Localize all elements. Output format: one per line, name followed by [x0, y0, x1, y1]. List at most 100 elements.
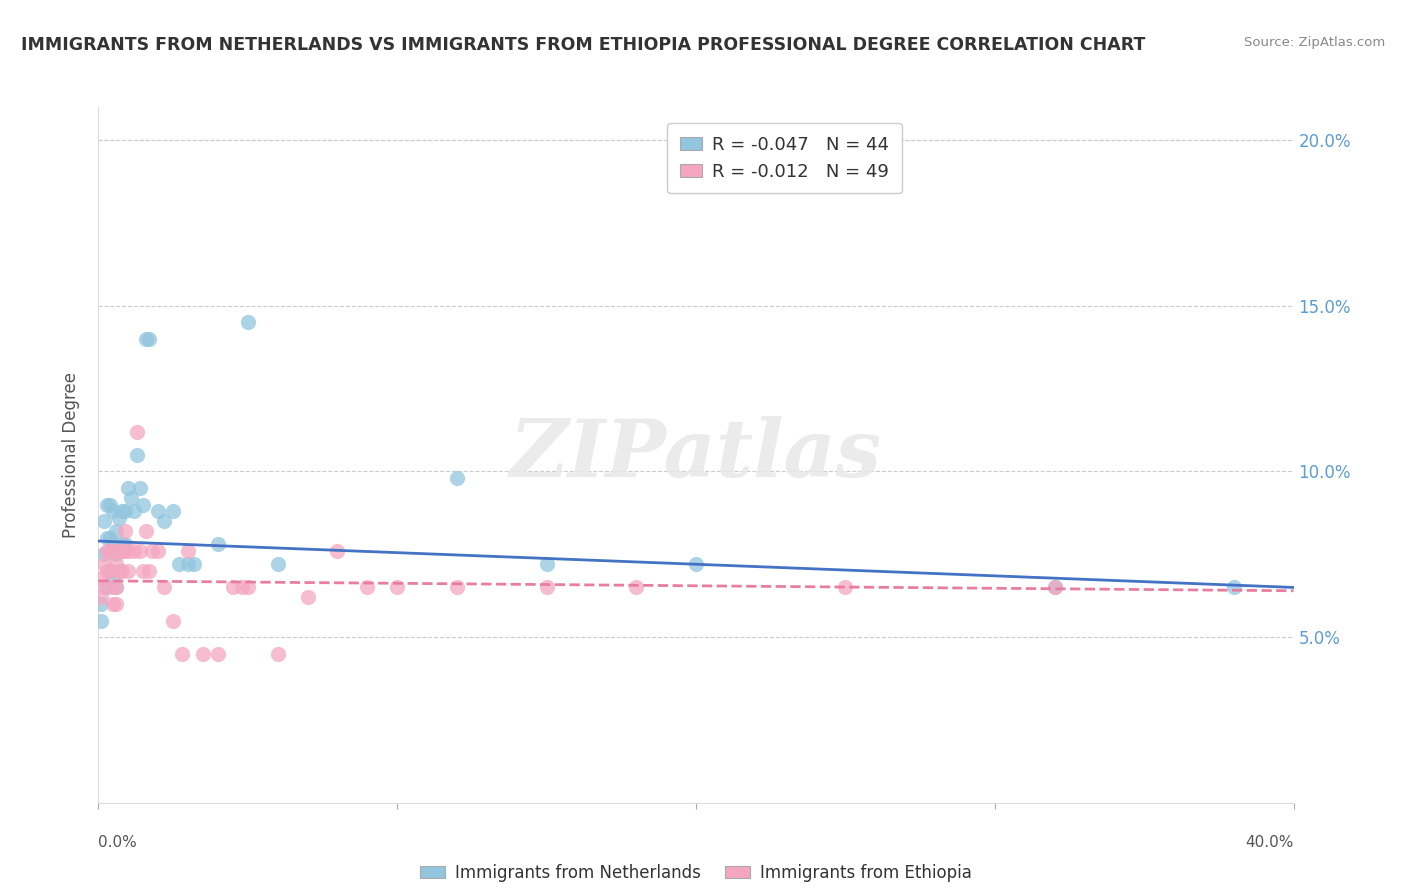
- Point: [267, 558, 290, 572]
- Point: [162, 614, 184, 628]
- Point: [132, 498, 155, 512]
- Point: [108, 564, 131, 578]
- Point: [103, 544, 125, 558]
- Point: [114, 524, 136, 538]
- Text: Source: ZipAtlas.com: Source: ZipAtlas.com: [1244, 36, 1385, 49]
- Point: [103, 537, 125, 551]
- Point: [834, 581, 856, 595]
- Point: [105, 558, 128, 572]
- Point: [93, 558, 115, 572]
- Point: [117, 481, 139, 495]
- Text: ZIPatlas: ZIPatlas: [510, 417, 882, 493]
- Point: [231, 581, 253, 595]
- Point: [191, 647, 214, 661]
- Point: [135, 332, 157, 346]
- Point: [111, 544, 134, 558]
- Point: [108, 544, 131, 558]
- Point: [297, 591, 319, 605]
- Point: [90, 570, 112, 584]
- Point: [267, 647, 290, 661]
- Text: 40.0%: 40.0%: [1246, 836, 1294, 850]
- Point: [103, 597, 125, 611]
- Point: [96, 531, 118, 545]
- Point: [105, 581, 128, 595]
- Point: [207, 537, 229, 551]
- Point: [117, 564, 139, 578]
- Point: [105, 597, 128, 611]
- Point: [100, 544, 122, 558]
- Point: [100, 564, 122, 578]
- Point: [90, 597, 112, 611]
- Point: [90, 591, 112, 605]
- Point: [153, 581, 176, 595]
- Point: [96, 544, 118, 558]
- Legend: Immigrants from Netherlands, Immigrants from Ethiopia: Immigrants from Netherlands, Immigrants …: [413, 857, 979, 888]
- Point: [111, 564, 134, 578]
- Point: [1043, 581, 1066, 595]
- Point: [90, 614, 112, 628]
- Point: [96, 498, 118, 512]
- Point: [93, 547, 115, 561]
- Point: [172, 647, 194, 661]
- Point: [1043, 581, 1066, 595]
- Point: [236, 581, 259, 595]
- Point: [148, 544, 170, 558]
- Point: [153, 514, 176, 528]
- Point: [177, 558, 200, 572]
- Point: [207, 647, 229, 661]
- Point: [129, 544, 152, 558]
- Point: [93, 581, 115, 595]
- Point: [108, 544, 131, 558]
- Text: IMMIGRANTS FROM NETHERLANDS VS IMMIGRANTS FROM ETHIOPIA PROFESSIONAL DEGREE CORR: IMMIGRANTS FROM NETHERLANDS VS IMMIGRANT…: [21, 36, 1146, 54]
- Point: [446, 581, 468, 595]
- Point: [103, 570, 125, 584]
- Point: [326, 544, 349, 558]
- Point: [100, 498, 122, 512]
- Point: [183, 558, 205, 572]
- Point: [1223, 581, 1246, 595]
- Point: [124, 504, 146, 518]
- Point: [127, 448, 149, 462]
- Point: [96, 581, 118, 595]
- Point: [162, 504, 184, 518]
- Point: [100, 531, 122, 545]
- Point: [93, 514, 115, 528]
- Point: [135, 524, 157, 538]
- Point: [111, 537, 134, 551]
- Point: [111, 504, 134, 518]
- Point: [103, 581, 125, 595]
- Point: [114, 504, 136, 518]
- Point: [105, 524, 128, 538]
- Text: 0.0%: 0.0%: [98, 836, 138, 850]
- Point: [105, 581, 128, 595]
- Point: [138, 332, 160, 346]
- Point: [105, 547, 128, 561]
- Point: [685, 558, 707, 572]
- Point: [177, 544, 200, 558]
- Point: [385, 581, 409, 595]
- Y-axis label: Professional Degree: Professional Degree: [62, 372, 80, 538]
- Point: [446, 471, 468, 485]
- Point: [96, 564, 118, 578]
- Point: [129, 481, 152, 495]
- Point: [167, 558, 190, 572]
- Point: [100, 564, 122, 578]
- Point: [138, 564, 160, 578]
- Point: [626, 581, 648, 595]
- Point: [141, 544, 163, 558]
- Point: [108, 511, 131, 525]
- Point: [124, 544, 146, 558]
- Point: [120, 491, 142, 505]
- Point: [222, 581, 245, 595]
- Point: [536, 558, 558, 572]
- Point: [148, 504, 170, 518]
- Point: [114, 544, 136, 558]
- Point: [114, 537, 136, 551]
- Point: [132, 564, 155, 578]
- Point: [236, 315, 259, 329]
- Point: [117, 544, 139, 558]
- Point: [103, 504, 125, 518]
- Point: [536, 581, 558, 595]
- Point: [127, 425, 149, 439]
- Point: [356, 581, 378, 595]
